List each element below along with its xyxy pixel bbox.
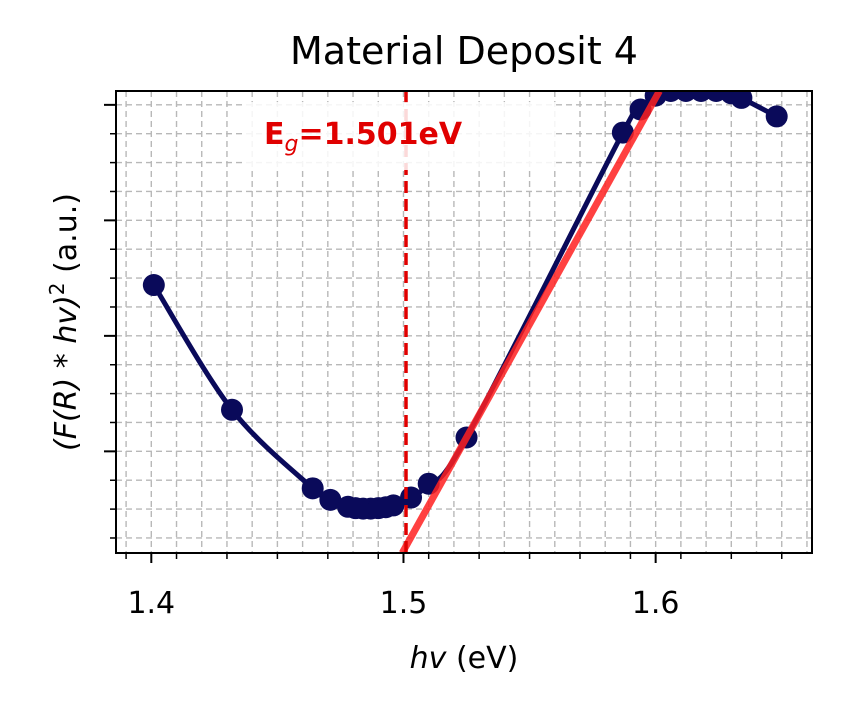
data-point: [611, 121, 634, 144]
data-point: [382, 494, 405, 517]
y-axis-label: (F(R) * hv)2 (a.u.): [45, 193, 84, 451]
data-point: [319, 488, 342, 511]
ticks: [104, 103, 783, 563]
chart-title: Material Deposit 4: [290, 29, 638, 73]
data-point: [400, 486, 423, 509]
plot-frame: [115, 90, 813, 554]
fit-line: [399, 91, 663, 553]
eg-label: Eg=1.501eV: [264, 117, 463, 157]
data-points: [142, 91, 788, 520]
grid: [116, 91, 812, 553]
x-tick-labels: 1.4 1.5 1.6: [127, 586, 679, 621]
x-axis-label: hv (eV): [410, 641, 519, 676]
data-point: [301, 477, 324, 500]
x-tick-label: 1.6: [632, 586, 680, 621]
data-point: [730, 91, 753, 109]
data-point: [221, 398, 243, 421]
data-point: [765, 105, 788, 128]
x-tick-label: 1.5: [380, 586, 428, 621]
data-point: [142, 274, 165, 297]
x-tick-label: 1.4: [127, 586, 175, 621]
eg-label-box: [246, 102, 556, 170]
